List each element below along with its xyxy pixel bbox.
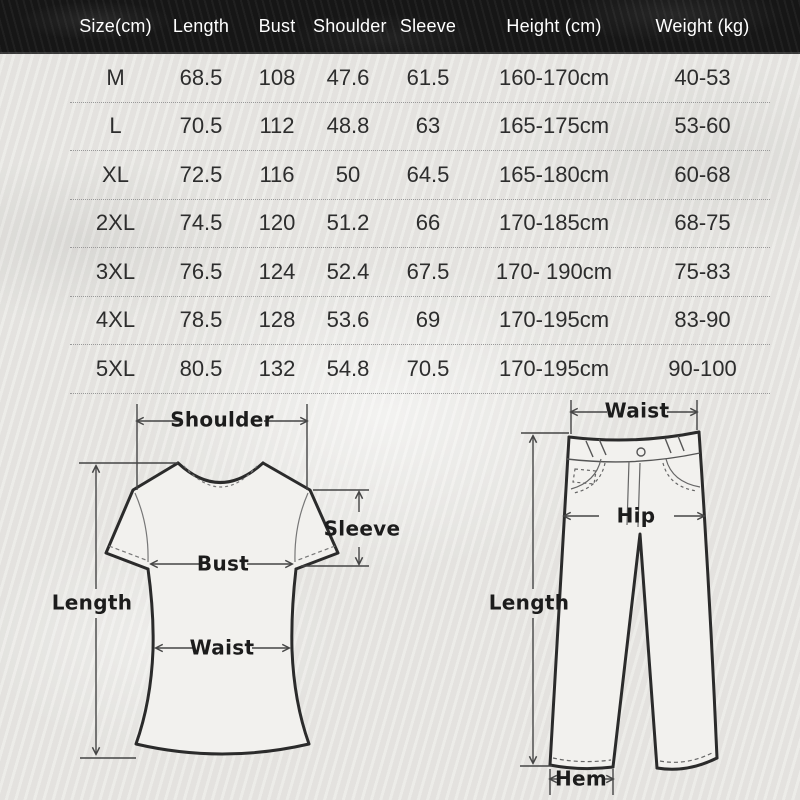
size-table: M 68.5 108 47.6 61.5 160-170cm 40-53 L 7… [70, 54, 770, 394]
table-header-row: Size(cm) Length Bust Shoulder Sleeve Hei… [70, 0, 770, 52]
sleeve-cell: 66 [415, 210, 441, 236]
table-row-m: M 68.5 108 47.6 61.5 160-170cm 40-53 [70, 54, 770, 103]
pants-waist-label: Waist [605, 399, 670, 423]
col-header-size: Size(cm) [79, 15, 152, 36]
left-pocket-line [570, 458, 602, 490]
weight-cell: 68-75 [674, 210, 731, 236]
pants-length-label: Length [489, 591, 569, 615]
measurement-diagrams: Shoulder Sleeve Bust Waist Length [0, 390, 800, 800]
length-cell: 76.5 [179, 258, 223, 284]
table-row-3xl: 3XL 76.5 124 52.4 67.5 170- 190cm 75-83 [70, 248, 770, 297]
pants-hip-label: Hip [617, 504, 656, 528]
size-cell: 4XL [95, 307, 136, 333]
waistband-line [566, 452, 701, 463]
pants-hem-label: Hem [555, 767, 607, 791]
size-cell: L [109, 113, 122, 139]
size-cell: 2XL [95, 210, 136, 236]
col-header-shoulder: Shoulder [313, 15, 387, 36]
tshirt-diagram: Shoulder Sleeve Bust Waist Length [52, 404, 401, 759]
col-header-height: Height (cm) [506, 15, 602, 36]
sleeve-cell: 61.5 [406, 64, 450, 90]
shoulder-cell: 52.4 [326, 258, 370, 284]
shirt-sleeve-label: Sleeve [324, 517, 401, 541]
height-cell: 160-170cm [498, 64, 610, 90]
sleeve-cell: 64.5 [406, 161, 450, 187]
bust-cell: 112 [259, 113, 295, 139]
fly-line [626, 460, 630, 526]
col-header-bust: Bust [258, 15, 296, 36]
right-pocket-line [665, 458, 701, 488]
weight-cell: 40-53 [674, 64, 731, 90]
length-cell: 78.5 [179, 307, 223, 333]
table-row-2xl: 2XL 74.5 120 51.2 66 170-185cm 68-75 [70, 200, 770, 248]
shoulder-cell: 50 [335, 161, 361, 187]
table-row-4xl: 4XL 78.5 128 53.6 69 170-195cm 83-90 [70, 297, 770, 345]
col-header-length: Length [172, 15, 230, 36]
bust-cell: 116 [259, 161, 295, 187]
length-cell: 80.5 [179, 355, 223, 381]
shoulder-cell: 54.8 [326, 355, 370, 381]
shirt-bust-label: Bust [197, 552, 249, 576]
shoulder-cell: 47.6 [326, 64, 370, 90]
bust-cell: 124 [258, 258, 296, 284]
weight-cell: 60-68 [674, 161, 731, 187]
height-cell: 170-195cm [498, 355, 610, 381]
table-row-xl: XL 72.5 116 50 64.5 165-180cm 60-68 [70, 151, 770, 200]
collar-inner-line [183, 465, 258, 488]
table-row-5xl: 5XL 80.5 132 54.8 70.5 170-195cm 90-100 [70, 345, 770, 394]
table-row-l: L 70.5 112 48.8 63 165-175cm 53-60 [70, 103, 770, 151]
size-cell: 5XL [95, 355, 136, 381]
bust-cell: 120 [258, 210, 296, 236]
length-cell: 68.5 [179, 64, 223, 90]
shoulder-cell: 48.8 [326, 113, 370, 139]
height-cell: 165-180cm [498, 161, 610, 187]
bust-cell: 108 [258, 64, 296, 90]
size-cell: 3XL [95, 258, 136, 284]
weight-cell: 83-90 [674, 307, 731, 333]
col-header-sleeve: Sleeve [399, 15, 457, 36]
bust-cell: 128 [258, 307, 296, 333]
weight-cell: 90-100 [668, 355, 737, 381]
shoulder-cell: 53.6 [326, 307, 370, 333]
pants-diagram: Waist Hip Length Hem [489, 399, 719, 795]
sleeve-cell: 67.5 [406, 258, 450, 284]
diagrams-svg: Shoulder Sleeve Bust Waist Length [52, 399, 719, 795]
table-header-bar: Size(cm) Length Bust Shoulder Sleeve Hei… [0, 0, 800, 54]
tshirt-body [106, 463, 338, 754]
shirt-waist-label: Waist [190, 636, 255, 660]
bust-cell: 132 [258, 355, 296, 381]
sleeve-cell: 70.5 [406, 355, 450, 381]
button-icon [636, 447, 646, 457]
sleeve-cell: 63 [415, 113, 441, 139]
col-header-weight: Weight (kg) [655, 15, 750, 36]
size-cell: M [106, 64, 125, 90]
weight-cell: 53-60 [674, 113, 731, 139]
height-cell: 170- 190cm [495, 258, 613, 284]
height-cell: 170-195cm [498, 307, 610, 333]
length-cell: 74.5 [179, 210, 223, 236]
weight-cell: 75-83 [674, 258, 731, 284]
height-cell: 170-185cm [498, 210, 610, 236]
shoulder-cell: 51.2 [326, 210, 370, 236]
shirt-shoulder-label: Shoulder [170, 408, 274, 432]
sleeve-cell: 69 [415, 307, 441, 333]
height-cell: 165-175cm [498, 113, 610, 139]
size-cell: XL [102, 161, 129, 187]
coin-pocket [572, 468, 597, 485]
shirt-length-label: Length [52, 591, 132, 615]
length-cell: 70.5 [179, 113, 223, 139]
length-cell: 72.5 [179, 161, 223, 187]
